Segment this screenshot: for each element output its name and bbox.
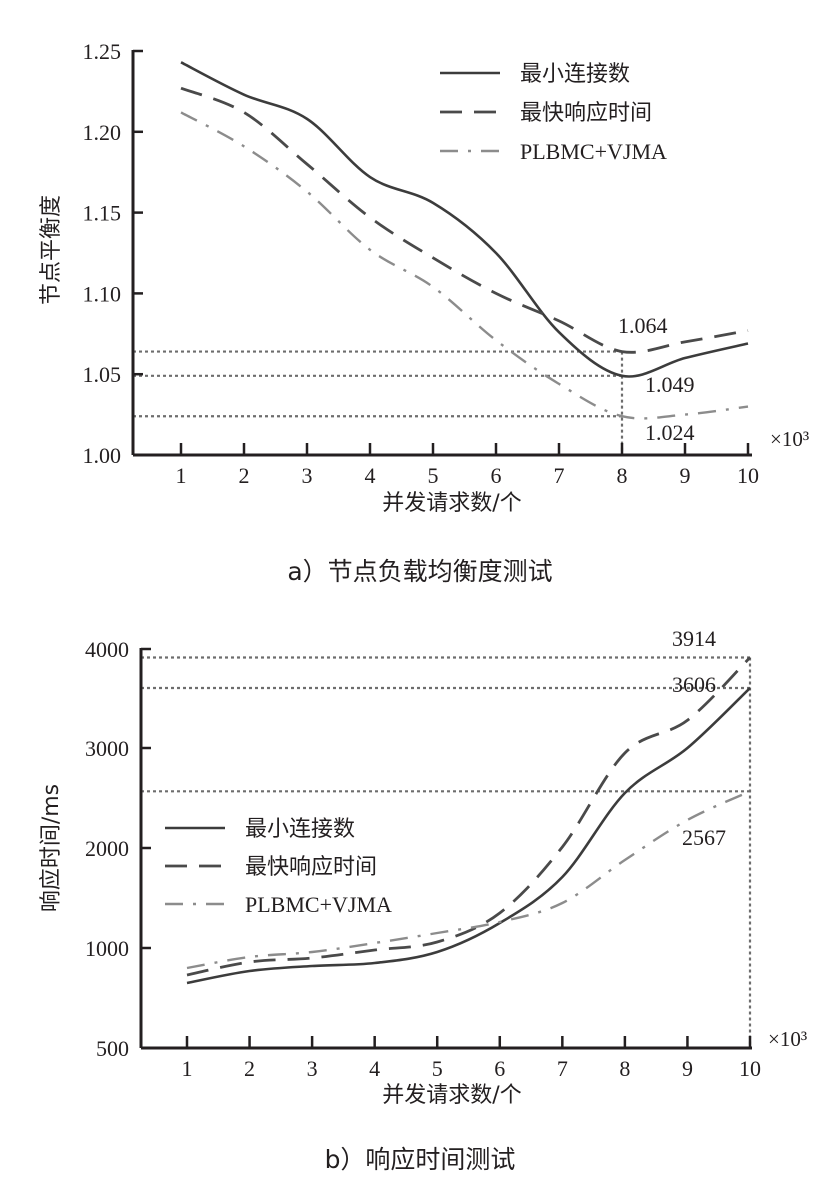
x-tick-label: 7 — [557, 1056, 568, 1081]
chart-a-xlabel: 并发请求数/个 — [382, 491, 521, 516]
series-line-1 — [180, 61, 749, 378]
series-line-3 — [186, 790, 751, 970]
chart-a-node-balance: 节点平衡度 并发请求数/个 ×10³ a）节点负载均衡度测试 1 2 3 4 5 6 7 8 9… — [39, 39, 809, 586]
x-tick-label: 8 — [619, 1056, 630, 1081]
x-tick-label: 9 — [682, 1056, 693, 1081]
x-tick-label: 6 — [494, 1056, 505, 1081]
legend-label-2: 最快响应时间 — [245, 855, 377, 880]
x-tick-label: 6 — [491, 463, 502, 488]
series-line-1 — [186, 687, 751, 985]
annotation-label: 2567 — [682, 825, 726, 850]
chart-a-x-multiplier: ×10³ — [770, 427, 809, 451]
x-tick-label: 2 — [239, 463, 250, 488]
x-tick-label: 5 — [432, 1056, 443, 1081]
series-line-2 — [180, 86, 749, 354]
x-tick-label: 3 — [302, 463, 313, 488]
y-tick-label: 1.25 — [83, 39, 122, 64]
y-tick-label: 1000 — [85, 936, 129, 961]
x-tick-label: 4 — [369, 1056, 380, 1081]
x-tick-label: 3 — [307, 1056, 318, 1081]
y-tick-label: 4000 — [85, 637, 129, 662]
annotation-label: 1.049 — [645, 372, 695, 397]
chart-a-caption: a）节点负载均衡度测试 — [287, 557, 552, 586]
y-tick-label: 1.05 — [83, 362, 122, 387]
legend-label-1: 最小连接数 — [520, 62, 630, 87]
annotation-label: 1.024 — [645, 420, 695, 445]
x-tick-label: 9 — [680, 463, 691, 488]
x-tick-label: 2 — [244, 1056, 255, 1081]
chart-b-response-time: 响应时间/ms 并发请求数/个 ×10³ b）响应时间测试 1 2 3 4 5 6 7 8 9 1… — [39, 626, 807, 1174]
y-tick-label: 1.10 — [83, 281, 122, 306]
x-tick-label: 1 — [182, 1056, 193, 1081]
annotation-label: 3606 — [672, 672, 716, 697]
y-tick-label: 1.20 — [83, 120, 122, 145]
chart-b-ylabel: 响应时间/ms — [39, 784, 64, 912]
annotation-label: 1.064 — [618, 313, 668, 338]
chart-b-x-multiplier: ×10³ — [768, 1027, 807, 1051]
y-tick-label: 1.15 — [83, 201, 122, 226]
x-tick-label: 10 — [737, 463, 759, 488]
y-tick-label: 500 — [96, 1036, 129, 1061]
legend-label-3: PLBMC+VJMA — [245, 892, 392, 917]
x-tick-label: 5 — [428, 463, 439, 488]
series-line-3 — [180, 111, 749, 420]
x-tick-label: 8 — [617, 463, 628, 488]
x-tick-label: 7 — [554, 463, 565, 488]
y-tick-label: 3000 — [85, 736, 129, 761]
annotation-label: 3914 — [672, 626, 716, 651]
legend-label-1: 最小连接数 — [245, 817, 355, 842]
chart-b-xlabel: 并发请求数/个 — [382, 1083, 521, 1108]
x-tick-label: 10 — [739, 1056, 761, 1081]
chart-b-caption: b）响应时间测试 — [325, 1145, 516, 1174]
chart-a-ylabel: 节点平衡度 — [39, 195, 64, 305]
legend-label-3: PLBMC+VJMA — [520, 139, 667, 164]
series-line-2 — [186, 656, 751, 977]
y-tick-label: 2000 — [85, 836, 129, 861]
x-tick-label: 4 — [365, 463, 376, 488]
legend-label-2: 最快响应时间 — [520, 101, 652, 126]
y-tick-label: 1.00 — [83, 443, 122, 468]
x-tick-label: 1 — [176, 463, 187, 488]
